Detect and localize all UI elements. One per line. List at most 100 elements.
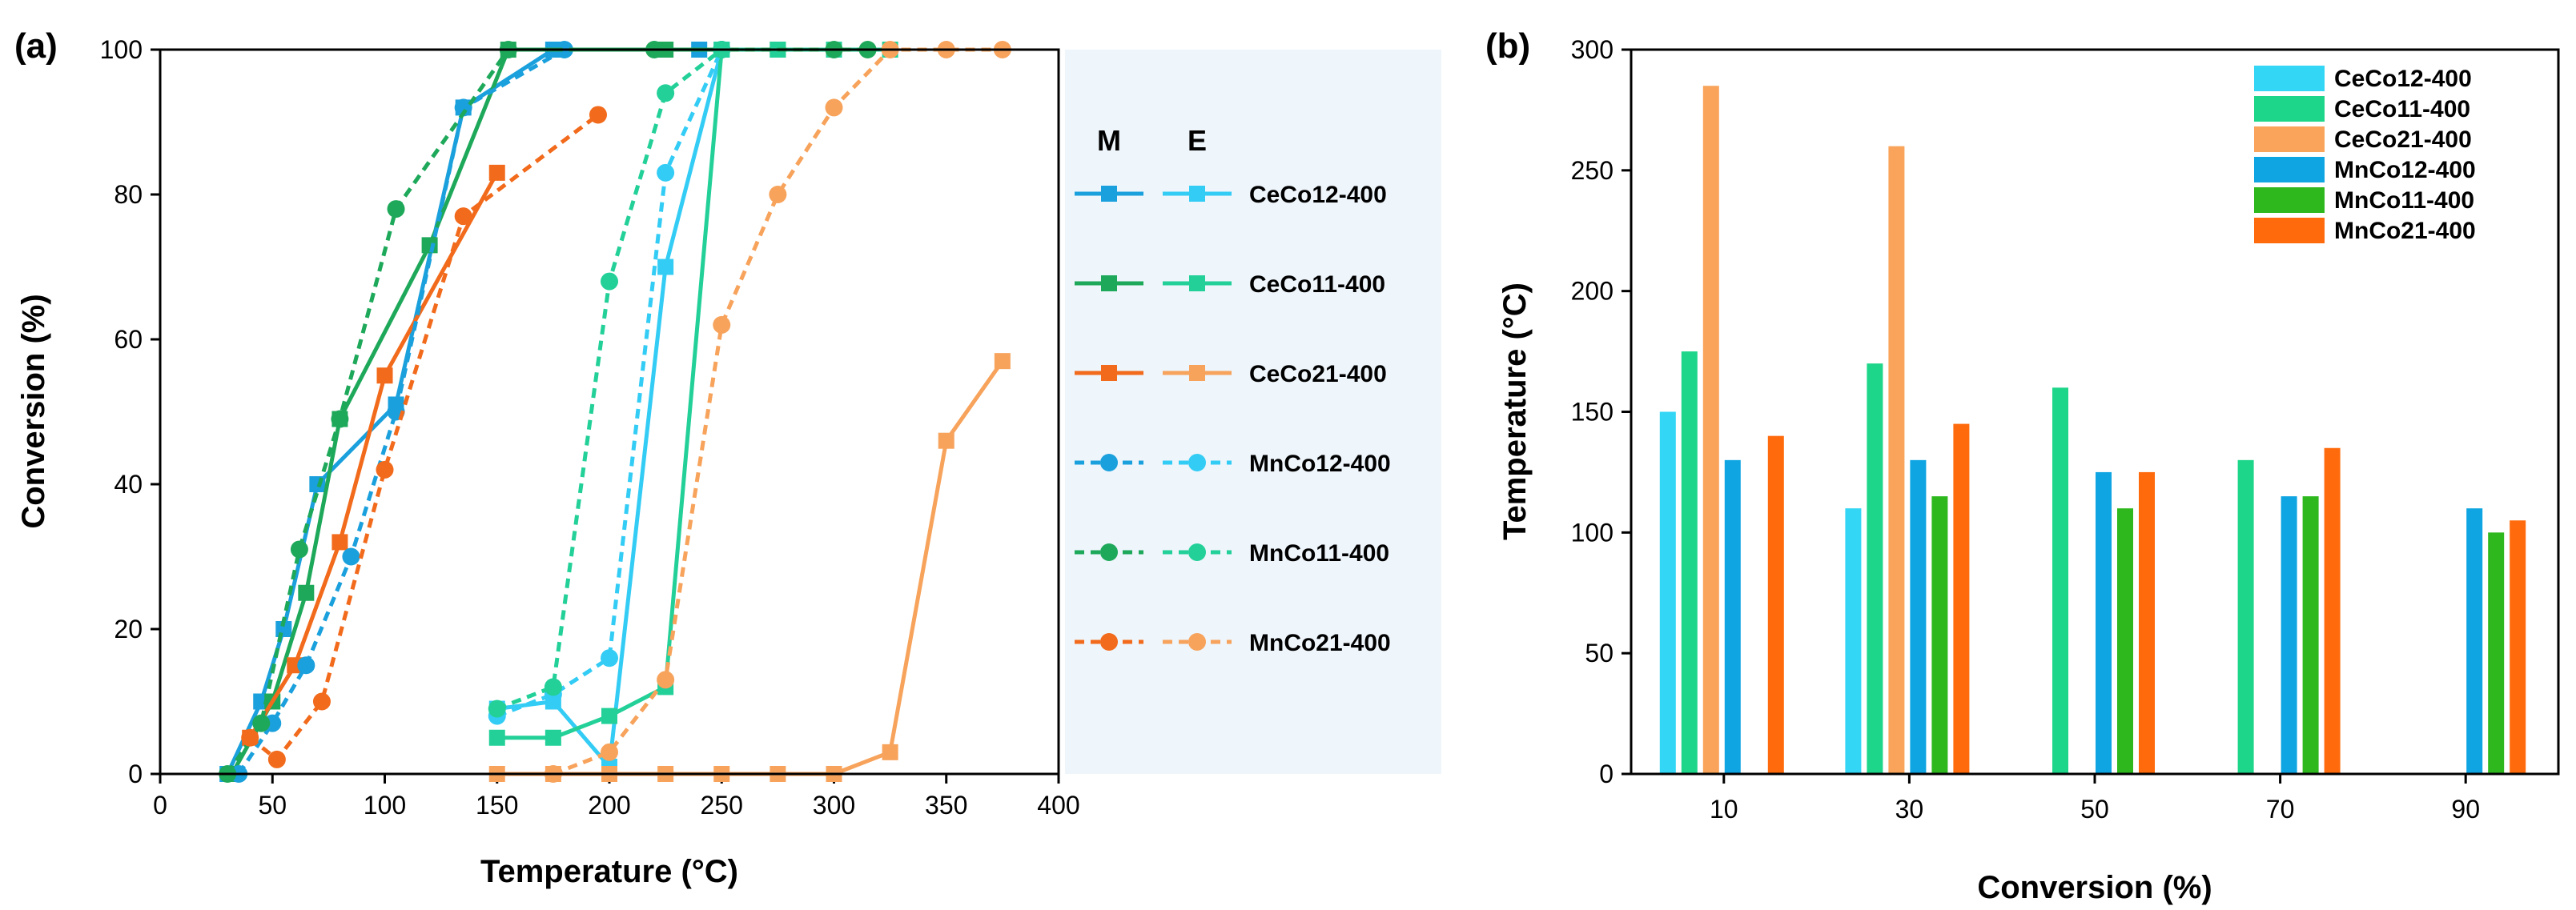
x-tick-label: 100 bbox=[364, 791, 406, 820]
bar-series-3 bbox=[1724, 459, 2483, 774]
bar bbox=[2324, 447, 2341, 774]
legend-a-label: CeCo12-400 bbox=[1249, 182, 1387, 208]
bar bbox=[1845, 508, 1862, 774]
series-line bbox=[496, 48, 723, 711]
panel-a-series bbox=[219, 41, 1011, 783]
series-10 bbox=[488, 41, 731, 718]
panel-b-legend: CeCo12-400 CeCo11-400 CeCo21-400 MnCo12-400… bbox=[2254, 66, 2476, 244]
legend-a-label: CeCo11-400 bbox=[1249, 271, 1385, 298]
data-point bbox=[994, 353, 1011, 370]
legend-marker bbox=[1101, 275, 1117, 291]
legend-a-label: MnCo12-400 bbox=[1249, 451, 1391, 477]
bar bbox=[2281, 496, 2297, 774]
panel-b-label: (b) bbox=[1485, 26, 1530, 66]
data-point bbox=[488, 729, 505, 746]
legend-b-label: CeCo11-400 bbox=[2334, 96, 2470, 122]
x-tick-label: 30 bbox=[1895, 795, 1924, 824]
data-point bbox=[342, 547, 360, 566]
data-point bbox=[657, 84, 675, 102]
legend-b-entry: CeCo21-400 bbox=[2254, 126, 2472, 153]
y-tick-label: 100 bbox=[100, 35, 143, 64]
legend-b-entry: CeCo11-400 bbox=[2254, 96, 2470, 122]
x-tick-label: 400 bbox=[1037, 791, 1079, 820]
legend-a-entry: MnCo21-400 bbox=[1075, 630, 1391, 656]
data-point bbox=[601, 743, 618, 761]
bar bbox=[1681, 351, 1698, 774]
y-tick-label: 100 bbox=[1571, 518, 1614, 547]
panel-a-line-chart: (a) 0 50 100 150 200 250 300 350 400 0 20 40 60 80 100… bbox=[14, 26, 1441, 889]
bar bbox=[1659, 411, 1676, 774]
x-tick-label: 50 bbox=[2080, 795, 2109, 824]
legend-a-entry: CeCo11-400 bbox=[1075, 271, 1385, 298]
data-point bbox=[544, 678, 562, 696]
bar-series-0 bbox=[1659, 411, 1862, 774]
legend-swatch bbox=[2254, 96, 2325, 122]
data-point bbox=[332, 534, 348, 551]
y-tick-label: 0 bbox=[1599, 760, 1614, 788]
y-tick-label: 40 bbox=[114, 470, 143, 499]
panel-a-xlabel: Temperature (°C) bbox=[480, 854, 738, 889]
legend-b-entry: CeCo12-400 bbox=[2254, 66, 2472, 92]
legend-marker bbox=[1100, 543, 1118, 561]
data-point bbox=[454, 207, 472, 226]
data-point bbox=[298, 584, 315, 601]
y-tick-label: 150 bbox=[1571, 398, 1614, 427]
bar bbox=[2117, 508, 2133, 774]
data-point bbox=[454, 98, 472, 117]
data-point bbox=[657, 259, 674, 275]
panel-b-bar-chart: (b) 0 50 100 150 200 250 300 10 30 50 70 90 Convers… bbox=[1485, 26, 2560, 905]
series-8 bbox=[241, 106, 607, 768]
legend-a-column-e: E bbox=[1188, 124, 1207, 157]
data-point bbox=[589, 106, 607, 124]
x-tick-label: 70 bbox=[2266, 795, 2295, 824]
x-tick-label: 350 bbox=[925, 791, 967, 820]
legend-a-label: MnCo11-400 bbox=[1249, 540, 1389, 567]
x-tick-label: 0 bbox=[153, 791, 167, 820]
bar bbox=[2488, 532, 2505, 774]
data-point bbox=[312, 692, 331, 711]
legend-b-label: CeCo12-400 bbox=[2334, 66, 2472, 92]
legend-b-label: CeCo21-400 bbox=[2334, 126, 2472, 153]
data-point bbox=[657, 163, 675, 182]
legend-a-entry: CeCo21-400 bbox=[1075, 361, 1387, 387]
legend-marker bbox=[1188, 543, 1206, 561]
bar-series-2 bbox=[1702, 86, 1905, 774]
bar bbox=[1767, 435, 1784, 774]
bar bbox=[1702, 86, 1719, 774]
y-tick-label: 250 bbox=[1571, 156, 1614, 185]
bar bbox=[2466, 508, 2483, 774]
legend-marker bbox=[1189, 186, 1205, 202]
data-point bbox=[601, 708, 617, 724]
panel-b-ylabel: Temperature (°C) bbox=[1497, 283, 1533, 540]
bar-series-4 bbox=[1931, 496, 2505, 774]
bar bbox=[1953, 423, 1970, 774]
legend-a-background bbox=[1065, 50, 1441, 774]
x-tick-label: 150 bbox=[476, 791, 518, 820]
bar bbox=[1910, 459, 1927, 774]
bar bbox=[2237, 459, 2254, 774]
series-line bbox=[226, 47, 868, 776]
data-point bbox=[938, 432, 954, 449]
bar bbox=[2302, 496, 2319, 774]
series-line bbox=[248, 113, 600, 762]
bar bbox=[2139, 471, 2155, 774]
data-point bbox=[297, 656, 315, 675]
legend-a-column-m: M bbox=[1097, 124, 1121, 157]
legend-swatch bbox=[2254, 218, 2325, 243]
legend-marker bbox=[1101, 186, 1117, 202]
legend-b-label: MnCo21-400 bbox=[2334, 218, 2476, 244]
legend-a-entry: CeCo12-400 bbox=[1075, 182, 1387, 208]
legend-marker bbox=[1189, 365, 1205, 381]
legend-marker bbox=[1100, 454, 1118, 471]
legend-b-entry: MnCo21-400 bbox=[2254, 218, 2476, 244]
legend-swatch bbox=[2254, 187, 2325, 213]
panel-a-legend: M E CeCo12-400 CeCo11-400 CeCo21-400 MnCo12… bbox=[1075, 124, 1391, 656]
series-2 bbox=[242, 164, 505, 746]
bar bbox=[2510, 520, 2526, 774]
data-point bbox=[488, 700, 506, 718]
data-point bbox=[545, 729, 561, 746]
data-point bbox=[601, 272, 618, 291]
legend-a-label: CeCo21-400 bbox=[1249, 361, 1387, 387]
bar bbox=[2052, 387, 2068, 774]
y-tick-label: 60 bbox=[114, 325, 143, 354]
